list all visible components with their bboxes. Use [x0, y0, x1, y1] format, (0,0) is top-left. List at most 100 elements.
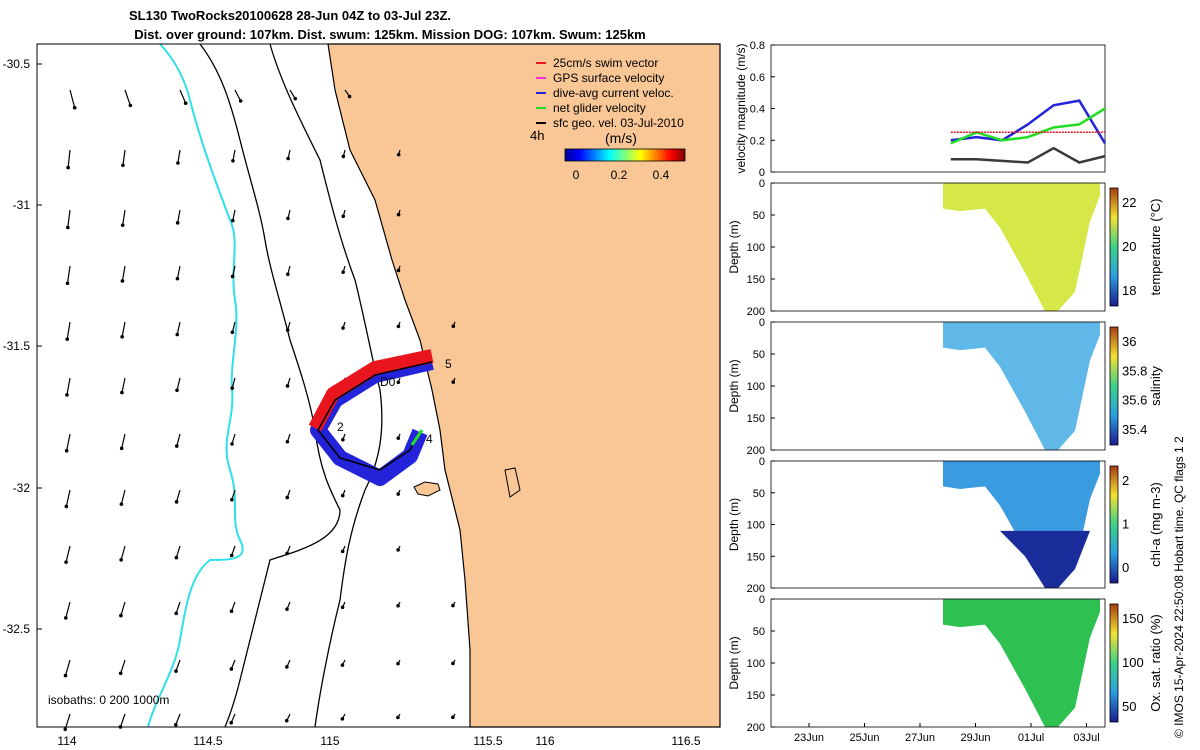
- velocity-vector-head: [340, 605, 345, 610]
- velocity-vector-head: [174, 444, 179, 448]
- velocity-vector-head: [229, 609, 234, 614]
- velocity-vector-head: [341, 270, 345, 274]
- velocity-vector: [66, 377, 71, 396]
- velocity-vector-head: [66, 165, 70, 170]
- velocity-vector: [176, 265, 181, 279]
- section-colorbar: [1109, 326, 1119, 446]
- velocity-vector-head: [175, 388, 179, 393]
- section-fill: [943, 183, 1100, 311]
- velocity-vector: [66, 433, 71, 451]
- map-colorbar: [564, 148, 686, 162]
- velocity-vector: [234, 89, 242, 102]
- velocity-vector-head: [451, 380, 456, 384]
- velocity-vector: [121, 321, 126, 337]
- velocity-vector-head: [230, 274, 235, 279]
- velocity-vector-head: [451, 324, 456, 328]
- panel-y-tick-label: 0: [759, 317, 765, 329]
- colorbar-tick-label: 0: [1122, 560, 1129, 575]
- velocity-vector-head: [72, 105, 77, 110]
- velocity-vector-head: [229, 553, 234, 558]
- panel-frame: [770, 44, 1106, 173]
- velocity-vector: [175, 545, 181, 558]
- panel-y-tick-label: 100: [747, 658, 765, 670]
- legend-entry: GPS surface velocity: [553, 71, 664, 85]
- velocity-vector-head: [451, 715, 455, 720]
- velocity-vector: [176, 433, 181, 447]
- velocity-vector-head: [347, 94, 352, 99]
- velocity-vector-head: [284, 718, 289, 723]
- colorbar-units-label: (m/s): [605, 130, 637, 146]
- velocity-vector-head: [174, 555, 179, 560]
- velocity-vector: [175, 659, 181, 672]
- colorbar-tick-02: 0.2: [611, 168, 628, 182]
- velocity-vector: [65, 601, 71, 619]
- velocity-vector: [175, 713, 181, 725]
- track-label-5: 5: [445, 357, 452, 371]
- velocity-vector-head: [451, 603, 455, 608]
- colorbar-label: chl-a (mg m-3): [1148, 482, 1163, 567]
- velocity-vector: [69, 89, 76, 108]
- colorbar-label: Ox. sat. ratio (%): [1148, 614, 1163, 712]
- glider-track: [308, 349, 434, 486]
- garden-island: [504, 467, 521, 498]
- colorbar-tick-label: 100: [1122, 655, 1144, 670]
- time-tick-label: 01Jul: [1018, 732, 1044, 744]
- rottnest-island: [413, 481, 441, 497]
- panel-y-tick-label: 200: [747, 583, 765, 595]
- velocity-vector: [176, 321, 181, 335]
- colorbar-tick-label: 35.4: [1122, 422, 1147, 437]
- isobath-200: [147, 43, 244, 728]
- velocity-vector: [120, 489, 126, 505]
- velocity-vector-head: [451, 661, 455, 666]
- velocity-vector: [176, 377, 181, 391]
- velocity-vector: [120, 545, 126, 561]
- map-panel: 5 4 2 D0 114 114.5 115 115.5 116 116.5 -30.5-…: [3, 43, 721, 748]
- colorbar-tick-0: 0: [573, 168, 580, 182]
- velocity-vector-head: [293, 96, 298, 101]
- panel-y-tick-label: 50: [753, 210, 765, 222]
- velocity-vector: [121, 433, 126, 449]
- velocity-vector-head: [285, 384, 290, 388]
- section-fill: [943, 599, 1100, 727]
- colorbar-label: temperature (°C): [1148, 199, 1163, 296]
- velocity-vector: [67, 149, 71, 168]
- panel-y-tick-label: 200: [747, 445, 765, 457]
- legend-entry: sfc geo. vel. 03-Jul-2010: [553, 116, 684, 130]
- panel-y-tick-label: 0.6: [750, 72, 765, 84]
- velocity-vector: [65, 545, 71, 563]
- velocity-vector-head: [119, 502, 124, 506]
- velocity-vector-head: [64, 560, 68, 564]
- colorbar-tick-04: 0.4: [653, 168, 670, 182]
- time-tick-label: 25Jun: [850, 732, 880, 744]
- velocity-vector: [122, 149, 126, 166]
- velocity-vector: [66, 321, 71, 340]
- map-x-tick-label: 116.5: [671, 734, 700, 748]
- velocity-vector-head: [120, 390, 124, 395]
- panel-y-tick-label: 100: [747, 242, 765, 254]
- panel-y-tick-label: 0: [759, 594, 765, 606]
- section-colorbar: [1109, 187, 1119, 307]
- velocity-vector: [175, 601, 181, 614]
- velocity-vector-head: [65, 393, 69, 397]
- footer-stamp: © IMOS 15-Apr-2024 22:50:08 Hobart time.…: [1172, 436, 1186, 738]
- velocity-vector-head: [340, 717, 345, 721]
- velocity-vector-head: [121, 163, 125, 168]
- panel-y-label: Depth (m): [727, 220, 741, 273]
- velocity-vector: [177, 209, 181, 223]
- panel-y-tick-label: 50: [753, 349, 765, 361]
- velocity-vector: [121, 265, 126, 282]
- velocity-vector-head: [396, 212, 401, 217]
- time-tick-label: 23Jun: [794, 732, 824, 744]
- velocity-vector-head: [285, 439, 290, 444]
- map-x-tick-label: 115: [320, 734, 339, 748]
- section-colorbar: [1109, 603, 1119, 723]
- velocity-vector-head: [286, 272, 290, 277]
- velocity-vector-head: [120, 223, 125, 227]
- section-fill: [943, 322, 1100, 450]
- velocity-vector-head: [229, 667, 234, 671]
- panel-y-tick-label: 150: [747, 413, 765, 425]
- velocity-vector: [176, 489, 181, 503]
- panel-y-tick-label: 0.8: [750, 40, 765, 52]
- colorbar-side-label: 4h: [530, 128, 544, 143]
- velocity-vector-head: [64, 448, 69, 453]
